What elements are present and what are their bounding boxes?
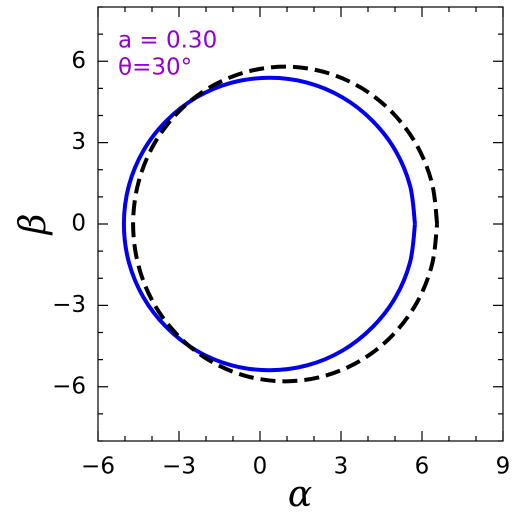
x-tick-label: 9: [496, 454, 511, 480]
y-tick-label: 3: [71, 129, 86, 155]
x-tick-label: −3: [162, 454, 196, 480]
annotation: θ=30°: [118, 55, 192, 81]
plot-frame: [97, 6, 504, 442]
y-tick-label: −3: [52, 292, 86, 318]
curve: [121, 75, 417, 373]
y-tick-label: 0: [71, 211, 86, 237]
x-axis-label: α: [288, 474, 312, 515]
curve: [131, 64, 440, 384]
x-tick-label: 3: [334, 454, 349, 480]
y-tick-label: 6: [71, 48, 86, 74]
annotation: a = 0.30: [118, 28, 217, 54]
x-tick-label: 0: [253, 454, 268, 480]
x-tick-label: −6: [81, 454, 115, 480]
x-tick-label: 6: [415, 454, 430, 480]
y-axis-label: β: [13, 214, 54, 237]
y-tick-label: −6: [52, 373, 86, 399]
